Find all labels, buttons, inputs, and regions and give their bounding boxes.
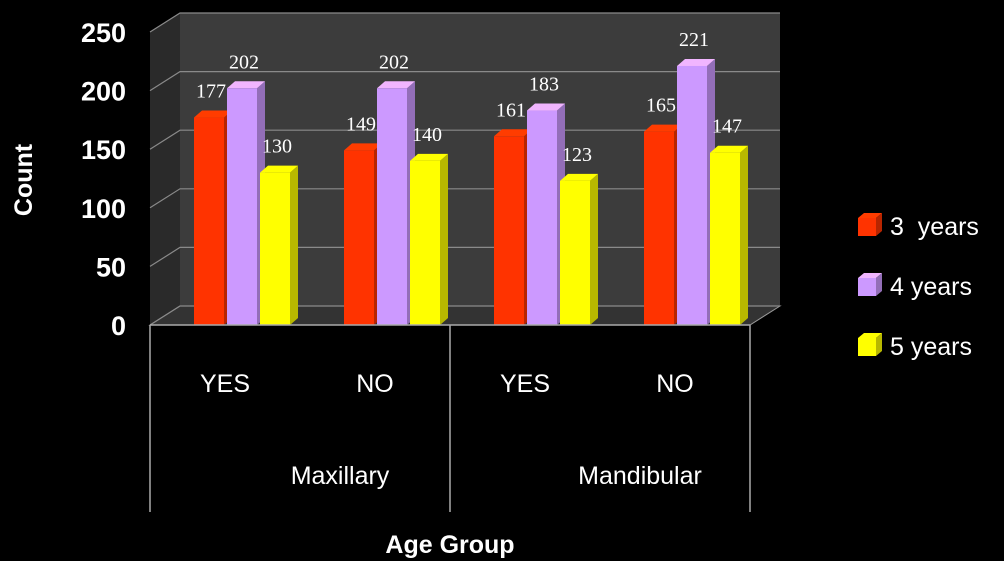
- y-tick-label: 150: [81, 135, 126, 165]
- back-wall: [180, 13, 780, 306]
- data-label: 147: [712, 116, 742, 138]
- gridline: [149, 129, 780, 150]
- legend-swatch: [858, 278, 876, 296]
- bar: [227, 81, 265, 325]
- gridline: [149, 70, 780, 92]
- legend-label: 3 years: [890, 213, 979, 241]
- data-label: 202: [229, 51, 259, 73]
- bars: [194, 58, 748, 326]
- bar: [410, 153, 448, 325]
- y-tick-label: 200: [81, 77, 126, 107]
- x-tick-label: NO: [356, 370, 394, 398]
- x-tick-label: NO: [656, 370, 694, 398]
- plot-area: [148, 12, 782, 326]
- legend-item: 4 years: [858, 273, 972, 301]
- data-label: 123: [562, 144, 592, 166]
- legend: 3 years 4 years 5 years: [858, 213, 979, 361]
- y-tick-label: 100: [81, 194, 126, 224]
- data-label: 130: [262, 136, 292, 158]
- group-label: Maxillary: [291, 462, 390, 490]
- data-label: 165: [646, 95, 676, 117]
- data-label: 140: [412, 124, 442, 146]
- bar: [527, 103, 565, 325]
- gridline: [149, 12, 780, 33]
- y-tick-label: 250: [81, 18, 126, 48]
- legend-item: 5 years: [858, 333, 972, 361]
- data-label: 183: [529, 74, 559, 96]
- data-label: 202: [379, 51, 409, 73]
- bar: [344, 143, 382, 325]
- data-labels: 177 149 161 165 202 202 183 221 130 140 123 147: [196, 29, 742, 166]
- legend-label: 5 years: [890, 333, 972, 361]
- bar: [194, 110, 232, 325]
- group-label: Mandibular: [578, 462, 702, 490]
- bar: [494, 129, 532, 325]
- y-axis: 0 50 100 150 200 250: [81, 18, 126, 341]
- x-axis-title: Age Group: [385, 531, 514, 559]
- bar: [260, 165, 298, 325]
- data-label: 221: [679, 29, 709, 51]
- data-label: 177: [196, 81, 226, 103]
- bar: [560, 173, 598, 325]
- bar: [677, 58, 715, 325]
- legend-label: 4 years: [890, 273, 972, 301]
- x-tick-label: YES: [200, 370, 250, 398]
- legend-item: 3 years: [858, 213, 979, 241]
- data-label: 149: [346, 113, 376, 135]
- side-wall: [150, 13, 180, 325]
- y-axis-title: Count: [10, 143, 38, 216]
- bar: [710, 145, 748, 325]
- legend-swatch: [858, 338, 876, 356]
- data-label: 161: [496, 99, 526, 121]
- bar: [644, 124, 682, 326]
- y-tick-label: 0: [111, 311, 126, 341]
- legend-swatch: [858, 218, 876, 236]
- y-tick-label: 50: [96, 252, 126, 282]
- x-axis: YES NO YES NO Maxillary Mandibular: [149, 324, 751, 512]
- bar: [377, 81, 415, 325]
- x-tick-label: YES: [500, 370, 550, 398]
